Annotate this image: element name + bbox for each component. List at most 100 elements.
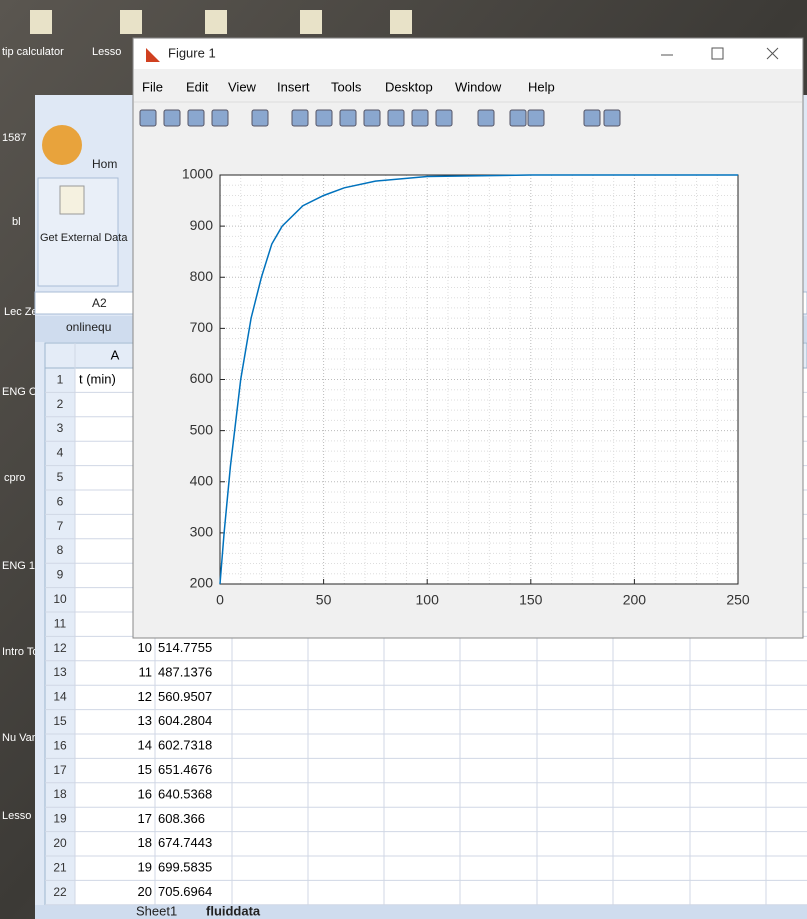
window-title: Figure 1 [168, 45, 216, 60]
desktop-icon[interactable] [30, 10, 52, 34]
cell[interactable]: t (min) [79, 372, 116, 387]
desktop-icon[interactable] [390, 10, 412, 34]
x-tick-label: 100 [416, 592, 440, 608]
row-number: 19 [53, 812, 67, 826]
toolbar-button[interactable] [528, 110, 544, 126]
y-tick-label: 500 [190, 421, 214, 437]
screen: tip calculatorLesso1587blLec ZeneENG CON… [0, 0, 807, 919]
toolbar-button[interactable] [292, 110, 308, 126]
sheet-tab[interactable]: Sheet1 [136, 903, 177, 918]
x-tick-label: 0 [216, 592, 224, 608]
toolbar-button[interactable] [340, 110, 356, 126]
x-tick-label: 150 [519, 592, 543, 608]
cell[interactable]: 11 [139, 664, 153, 679]
toolbar-button[interactable] [212, 110, 228, 126]
icon-label[interactable]: Lesso [92, 46, 121, 58]
cell[interactable]: 602.7318 [158, 738, 212, 753]
desktop-icon[interactable] [300, 10, 322, 34]
cell[interactable]: 608.366 [158, 811, 205, 826]
menu-item[interactable]: Edit [186, 79, 209, 94]
cell[interactable]: 20 [138, 884, 152, 899]
toolbar-button[interactable] [364, 110, 380, 126]
toolbar-button[interactable] [140, 110, 156, 126]
row-number: 10 [53, 592, 67, 606]
desktop-icon[interactable] [120, 10, 142, 34]
toolbar-button[interactable] [510, 110, 526, 126]
toolbar-button[interactable] [316, 110, 332, 126]
row-number: 18 [53, 787, 67, 801]
menu-item[interactable]: View [228, 79, 257, 94]
cell[interactable]: 560.9507 [158, 689, 212, 704]
icon-label[interactable]: tip calculator [2, 46, 64, 58]
icon-label[interactable]: Lesso [2, 810, 31, 822]
y-tick-label: 800 [190, 268, 214, 284]
cell[interactable]: 487.1376 [158, 664, 212, 679]
ribbon-tab[interactable]: Hom [92, 157, 117, 171]
toolbar-button[interactable] [188, 110, 204, 126]
cell[interactable]: 699.5835 [158, 860, 212, 875]
row-number: 15 [53, 714, 67, 728]
icon-label[interactable]: 1587 [2, 132, 26, 144]
toolbar-button[interactable] [412, 110, 428, 126]
cell[interactable]: 674.7443 [158, 835, 212, 850]
cell[interactable]: 604.2804 [158, 713, 212, 728]
cell[interactable]: 651.4676 [158, 762, 212, 777]
toolbar-button[interactable] [164, 110, 180, 126]
cell[interactable]: 13 [138, 713, 152, 728]
desktop-icon[interactable] [205, 10, 227, 34]
menu-item[interactable]: File [142, 79, 163, 94]
toolbar-button[interactable] [604, 110, 620, 126]
cell[interactable]: 17 [138, 811, 152, 826]
cell[interactable]: 640.5368 [158, 786, 212, 801]
row-number: 2 [57, 397, 64, 411]
cell[interactable]: 705.6964 [158, 884, 212, 899]
y-tick-label: 300 [190, 524, 214, 540]
row-number: 4 [57, 446, 64, 460]
row-number: 20 [53, 836, 67, 850]
y-tick-label: 200 [190, 575, 214, 591]
title-bar [134, 39, 802, 69]
cell[interactable]: 12 [138, 689, 152, 704]
toolbar-button[interactable] [252, 110, 268, 126]
name-box[interactable]: A2 [92, 296, 107, 310]
icon-label[interactable]: Intro To [2, 646, 39, 658]
cell[interactable]: 15 [138, 762, 152, 777]
menu-item[interactable]: Desktop [385, 79, 433, 94]
cell[interactable]: 514.7755 [158, 640, 212, 655]
cell[interactable]: 19 [138, 860, 152, 875]
cell[interactable]: 18 [138, 835, 152, 850]
icon-label[interactable]: cpro [4, 472, 25, 484]
menu-item[interactable]: Tools [331, 79, 362, 94]
row-number: 6 [57, 494, 64, 508]
sheet-tab[interactable]: fluiddata [206, 903, 261, 918]
row-number: 17 [53, 763, 67, 777]
y-tick-label: 400 [190, 472, 214, 488]
row-number: 8 [57, 543, 64, 557]
row-number: 5 [57, 470, 64, 484]
menu-item[interactable]: Window [455, 79, 502, 94]
toolbar-button[interactable] [584, 110, 600, 126]
y-tick-label: 700 [190, 319, 214, 335]
row-number: 16 [53, 738, 67, 752]
menu-item[interactable]: Insert [277, 79, 310, 94]
x-tick-label: 250 [726, 592, 750, 608]
row-number: 12 [53, 641, 67, 655]
x-tick-label: 200 [623, 592, 647, 608]
cell[interactable]: 14 [138, 738, 152, 753]
cell[interactable]: 10 [138, 640, 152, 655]
ribbon-button[interactable]: Get External Data [40, 232, 128, 244]
toolbar-button[interactable] [388, 110, 404, 126]
figure-window: Figure 1 File Edit View Insert Tools Desktop W… [133, 38, 803, 638]
menu-item[interactable]: Help [528, 79, 555, 94]
toolbar-button[interactable] [436, 110, 452, 126]
row-number: 14 [53, 690, 67, 704]
icon-label[interactable]: bl [12, 216, 21, 228]
file-tab[interactable]: onlinequ [66, 320, 111, 334]
office-button[interactable] [42, 125, 82, 165]
row-number: 1 [57, 372, 64, 386]
toolbar-button[interactable] [478, 110, 494, 126]
row-number: 21 [53, 860, 67, 874]
y-tick-label: 900 [190, 217, 214, 233]
y-tick-label: 1000 [182, 166, 213, 182]
cell[interactable]: 16 [138, 786, 152, 801]
